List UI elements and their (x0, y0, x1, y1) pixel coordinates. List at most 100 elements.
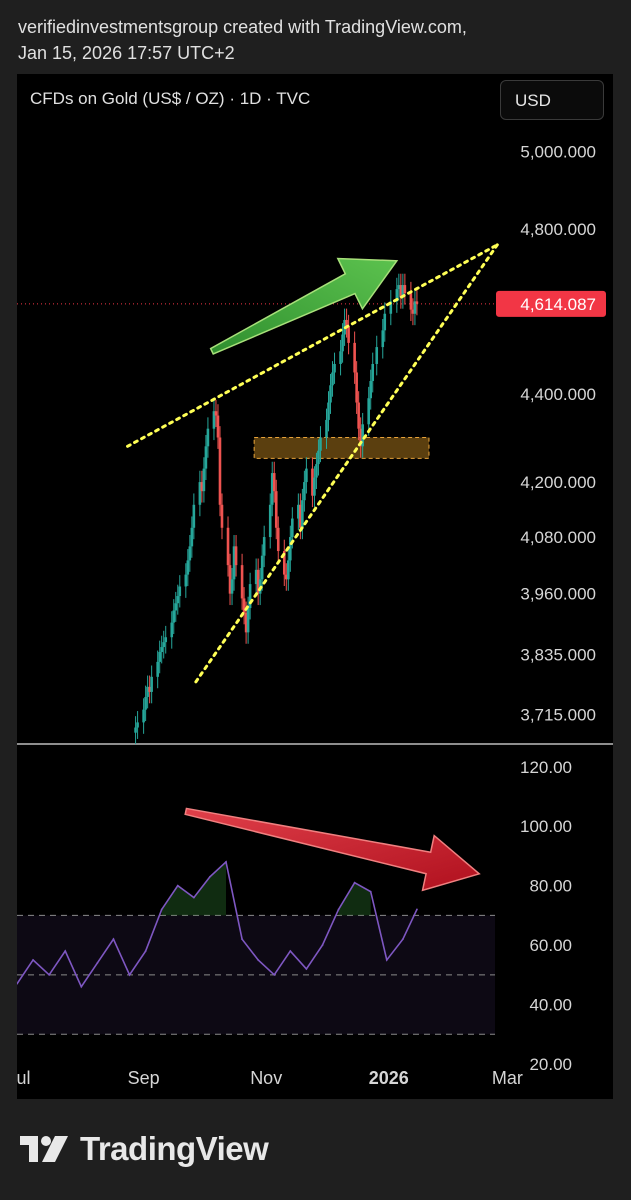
candle-body (186, 560, 190, 575)
candle-body (172, 610, 176, 623)
candle-body (254, 569, 258, 585)
candle-body (204, 446, 208, 469)
candle-body (192, 504, 196, 528)
rsi-point (32, 959, 34, 961)
candle-body (142, 709, 145, 723)
candle-body (160, 647, 163, 652)
candle-body (232, 546, 236, 580)
candle-body (202, 468, 206, 492)
candle-body (272, 473, 276, 492)
candle-body (345, 319, 348, 327)
candle-body (359, 428, 362, 447)
candle-body (206, 428, 210, 447)
time-axis-label: Sep (128, 1068, 160, 1088)
rsi-axis-label: 120.00 (520, 758, 572, 777)
rsi-point (80, 985, 83, 988)
candle-body (329, 385, 332, 403)
candle-body (136, 722, 139, 728)
candle-body (212, 411, 216, 429)
time-axis-label: Mar (492, 1068, 523, 1088)
price-axis-label: 3,835.000 (520, 645, 596, 664)
rsi-point (273, 973, 276, 976)
candle-body (327, 402, 330, 420)
rsi-point (128, 973, 131, 976)
candle-body (176, 596, 180, 604)
currency-button[interactable]: USD (500, 80, 604, 120)
candle-body (331, 372, 334, 386)
rsi-axis-label: 60.00 (529, 936, 572, 955)
candle-body (403, 285, 407, 294)
bearish-arrow (184, 807, 481, 892)
candle-body (353, 342, 356, 373)
candle-body (134, 727, 137, 733)
candle-body (315, 464, 318, 478)
rsi-point (337, 908, 340, 911)
chart-canvas[interactable]: 5,000.000 4,800.000 4,400.000 4,200.000 4,08… (17, 74, 613, 1099)
candle-body (184, 574, 188, 587)
chart-header: verifiedinvestmentsgroup created with Tr… (18, 14, 467, 66)
rsi-point (289, 950, 292, 952)
rsi-point (241, 938, 243, 941)
candle-body (325, 419, 328, 438)
candle-body (144, 696, 147, 710)
rsi-point (112, 938, 115, 941)
candle-body (297, 504, 300, 519)
rsi-axis-label: 20.00 (529, 1055, 572, 1074)
last-price-label: 4,614.087 (520, 295, 596, 314)
rsi-line (17, 860, 418, 989)
price-axis-label: 3,960.000 (520, 585, 596, 604)
author-line: verifiedinvestmentsgroup created with Tr… (18, 17, 467, 37)
candle-body (270, 473, 274, 505)
candle-body (240, 565, 244, 599)
candle-body (282, 551, 286, 575)
rsi-point (144, 950, 147, 952)
candle-body (409, 293, 413, 310)
chart-panel[interactable]: 5,000.000 4,800.000 4,400.000 4,200.000 4,08… (17, 74, 613, 1099)
candle-body (216, 415, 220, 438)
candle-body (411, 309, 415, 314)
rsi-overbought-fill (161, 861, 227, 916)
candle-body (198, 482, 202, 505)
rsi-point (305, 967, 308, 970)
candle-body (375, 347, 379, 364)
candle-body (333, 363, 336, 373)
candle-body (150, 676, 153, 692)
candle-body (226, 527, 230, 566)
tradingview-logo-icon (20, 1136, 68, 1162)
candle-body (188, 546, 192, 561)
candle-body (347, 326, 350, 343)
support-zone (253, 436, 430, 459)
candle-body (381, 330, 385, 348)
candle-body (190, 527, 194, 547)
price-axis-label: 4,800.000 (520, 220, 596, 239)
candle-body (413, 301, 417, 314)
bullish-arrow (209, 257, 399, 355)
candle-body (246, 608, 250, 633)
candle-body (399, 285, 403, 298)
candle-body (355, 372, 358, 403)
rsi-point (176, 884, 179, 887)
candle-body (303, 482, 306, 501)
candle-body (276, 527, 280, 552)
candle-body (339, 351, 342, 364)
candle-body (313, 477, 316, 496)
candle-body (367, 398, 370, 425)
time-axis-label: Jul (17, 1068, 31, 1088)
candle-body (311, 468, 314, 496)
price-axis-label: 4,200.000 (520, 473, 596, 492)
timestamp-line: Jan 15, 2026 17:57 UTC+2 (18, 43, 235, 63)
chart-title: CFDs on Gold (US$ / OZ) · 1D · TVC (30, 89, 311, 108)
rsi-point (64, 950, 67, 952)
candle-body (389, 301, 393, 314)
candle-body (178, 586, 182, 597)
price-axis-label: 5,000.000 (520, 143, 596, 162)
rsi-point (48, 973, 51, 976)
rsi-axis-label: 100.00 (520, 817, 572, 836)
candle-body (268, 504, 272, 538)
candle-body (164, 637, 168, 643)
candle-body (395, 289, 399, 302)
candle-body (260, 555, 264, 580)
candle-body (299, 504, 302, 528)
rsi-point (385, 959, 388, 961)
candle-body (317, 450, 320, 465)
